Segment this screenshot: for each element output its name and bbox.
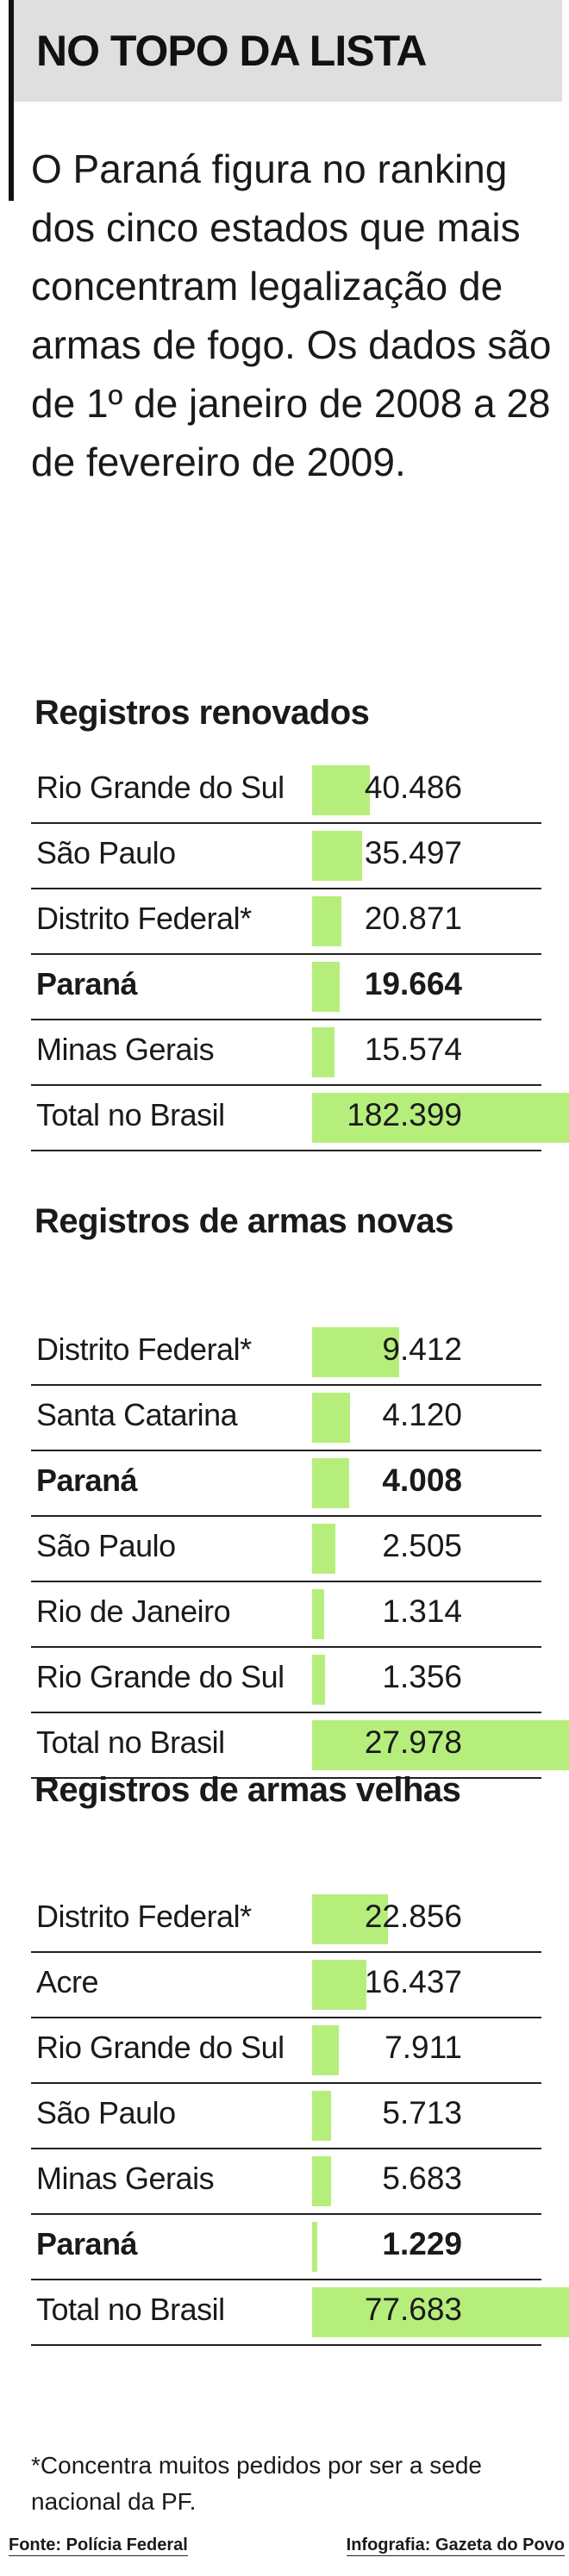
bar-table: Distrito Federal* 9.412 Santa Catarina 4.12… (31, 1320, 569, 1779)
value-label: 35.497 (364, 835, 462, 870)
table-row: Rio de Janeiro 1.314 (31, 1582, 541, 1648)
table-row: Santa Catarina 4.120 (31, 1386, 541, 1451)
bar (312, 896, 341, 946)
category-label: Rio Grande do Sul (36, 1659, 284, 1694)
category-label: Distrito Federal* (36, 1332, 252, 1367)
category-label: Minas Gerais (36, 2161, 215, 2196)
bar (312, 1655, 325, 1705)
header-band: NO TOPO DA LISTA (9, 0, 562, 102)
bar (312, 2287, 569, 2337)
value-label: 7.911 (385, 2030, 462, 2065)
value-label: 40.486 (364, 770, 462, 805)
table-row: Acre 16.437 (31, 1953, 541, 2018)
category-label: Distrito Federal* (36, 1899, 252, 1934)
value-label: 5.713 (382, 2095, 462, 2130)
table-row: São Paulo 35.497 (31, 824, 541, 889)
value-label: 77.683 (364, 2292, 462, 2327)
bar (312, 2091, 331, 2141)
category-label: Total no Brasil (36, 2292, 225, 2327)
bar (312, 1458, 349, 1508)
value-label: 1.229 (382, 2226, 462, 2261)
category-label: Total no Brasil (36, 1725, 225, 1760)
category-label: Distrito Federal* (36, 901, 252, 936)
value-label: 5.683 (382, 2161, 462, 2196)
value-label: 1.356 (382, 1659, 462, 1694)
bar (312, 1327, 399, 1377)
table-row: Distrito Federal* 9.412 (31, 1320, 541, 1386)
category-label: Paraná (36, 2226, 138, 2261)
table-row: Distrito Federal* 20.871 (31, 889, 541, 955)
bar-table: Rio Grande do Sul 40.486 São Paulo 35.497 Di… (31, 758, 569, 1151)
bar (312, 1720, 569, 1770)
art-credit: Infografia: Gazeta do Povo (346, 2535, 565, 2556)
bar (312, 2222, 317, 2272)
bar (312, 1589, 324, 1639)
value-label: 15.574 (364, 1032, 462, 1067)
category-label: Rio Grande do Sul (36, 2030, 284, 2065)
value-label: 9.412 (382, 1332, 462, 1367)
category-label: São Paulo (36, 2095, 176, 2130)
table-row: São Paulo 2.505 (31, 1517, 541, 1582)
table-row: Rio Grande do Sul 40.486 (31, 758, 541, 824)
value-label: 182.399 (347, 1097, 462, 1132)
bar (312, 2025, 339, 2075)
bar (312, 1393, 350, 1443)
value-label: 20.871 (364, 901, 462, 936)
side-rule (9, 102, 14, 201)
table-row: Minas Gerais 5.683 (31, 2149, 541, 2215)
value-label: 1.314 (382, 1594, 462, 1629)
table-row: Paraná 4.008 (31, 1451, 541, 1517)
table-row: Minas Gerais 15.574 (31, 1020, 541, 1086)
bar (312, 2156, 331, 2206)
bar (312, 1027, 335, 1077)
category-label: São Paulo (36, 835, 176, 870)
page-title: NO TOPO DA LISTA (36, 27, 428, 75)
table-row: Rio Grande do Sul 7.911 (31, 2018, 541, 2084)
bar (312, 1960, 366, 2010)
value-label: 4.008 (382, 1463, 462, 1498)
section-title: Registros de armas velhas (34, 1771, 461, 1809)
category-label: Santa Catarina (36, 1397, 238, 1432)
category-label: Acre (36, 1964, 99, 1999)
value-label: 19.664 (364, 966, 462, 1001)
table-row: Paraná 1.229 (31, 2215, 541, 2280)
category-label: Rio Grande do Sul (36, 770, 284, 805)
value-label: 4.120 (382, 1397, 462, 1432)
table-row: Total no Brasil 27.978 (31, 1713, 569, 1779)
category-label: Rio de Janeiro (36, 1594, 231, 1629)
category-label: Paraná (36, 1463, 138, 1498)
table-row: Distrito Federal* 22.856 (31, 1887, 541, 1953)
table-row: São Paulo 5.713 (31, 2084, 541, 2149)
section-title: Registros renovados (34, 694, 370, 732)
bar (312, 962, 340, 1012)
value-label: 22.856 (364, 1899, 462, 1934)
table-row: Total no Brasil 77.683 (31, 2280, 569, 2346)
category-label: Paraná (36, 966, 138, 1001)
bar (312, 1524, 335, 1574)
bar (312, 765, 370, 815)
bar (312, 1093, 569, 1143)
table-row: Rio Grande do Sul 1.356 (31, 1648, 541, 1713)
bar (312, 1894, 388, 1944)
bar-table: Distrito Federal* 22.856 Acre 16.437 Rio Gra… (31, 1887, 569, 2346)
table-row: Total no Brasil 182.399 (31, 1086, 569, 1151)
category-label: Total no Brasil (36, 1097, 225, 1132)
footnote: *Concentra muitos pedidos por ser a sede… (31, 2452, 482, 2515)
intro-text: O Paraná figura no ranking dos cinco est… (31, 147, 552, 484)
value-label: 16.437 (364, 1964, 462, 1999)
category-label: São Paulo (36, 1528, 176, 1563)
category-label: Minas Gerais (36, 1032, 215, 1067)
bar (312, 831, 362, 881)
value-label: 27.978 (364, 1725, 462, 1760)
value-label: 2.505 (382, 1528, 462, 1563)
source-credit: Fonte: Polícia Federal (9, 2535, 188, 2556)
section-title: Registros de armas novas (34, 1202, 454, 1240)
table-row: Paraná 19.664 (31, 955, 541, 1020)
